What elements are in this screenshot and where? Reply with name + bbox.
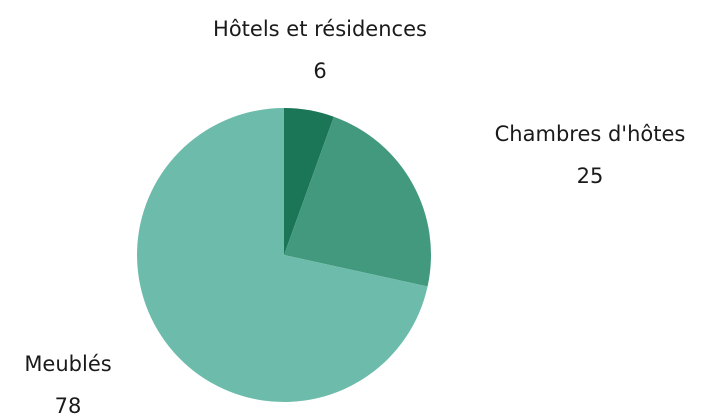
- pie-slice: [284, 108, 334, 255]
- slice-label: Meublés: [24, 352, 111, 376]
- pie-slice: [136, 108, 428, 402]
- slice-label: Chambres d'hôtes: [495, 122, 686, 146]
- slice-label: Hôtels et résidences: [213, 17, 427, 41]
- pie-slice: [284, 116, 431, 287]
- slice-value: 6: [313, 59, 326, 83]
- slice-value: 78: [55, 394, 82, 415]
- slice-value: 25: [577, 164, 604, 188]
